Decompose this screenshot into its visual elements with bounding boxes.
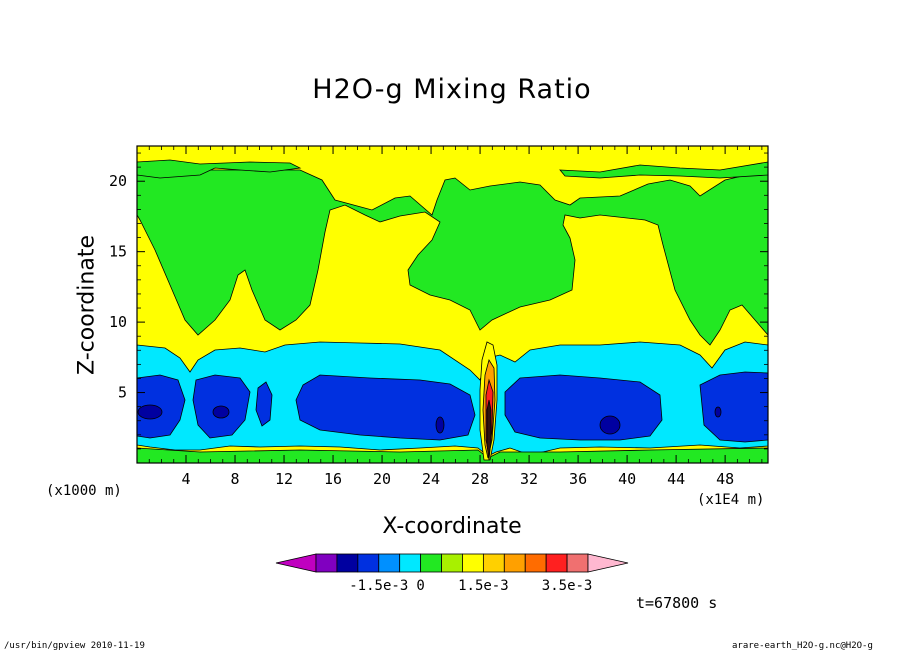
field-green-top-right [559,161,768,179]
chart-title: H2O-g Mixing Ratio [312,74,592,105]
field-plume-core [486,399,492,461]
field-green-bottom [137,447,768,463]
colorbar-swatch [357,553,380,573]
field-green [137,161,768,346]
footer-left-text: /usr/bin/gpview 2010-11-19 [4,641,145,651]
y-tick-label: 15 [109,243,127,261]
x-tick-label: 16 [324,470,342,488]
footer-right-text: arare-earth_H2O-g.nc@H2O-g [732,641,873,651]
x-unit-left-label: (x1000 m) [46,483,122,499]
field-blue-mid [295,374,476,441]
x-unit-right-label: (x1E4 m) [697,492,765,508]
colorbar: -1.5e-3 0 1.5e-3 3.5e-3 [275,553,629,594]
x-tick-label: 28 [471,470,489,488]
field-blue-small [255,381,273,427]
colorbar-swatch [441,553,463,573]
colorbar-swatch [378,553,401,573]
x-tick-label: 36 [569,470,587,488]
plot-frame [136,145,769,464]
colorbar-swatch [420,553,442,573]
colorbar-swatch [315,553,338,573]
colorbar-label: 1.5e-3 [458,578,509,594]
x-tick-label: 40 [618,470,636,488]
field-darkblue-4 [599,415,621,435]
field-darkblue-2 [212,405,230,419]
y-tick-label: 20 [109,172,127,190]
field-blue-left [137,374,186,439]
colorbar-swatch [545,553,568,573]
field-green-top-left [137,159,302,179]
colorbar-label: -1.5e-3 [349,578,408,594]
field-darkblue-1 [137,404,163,420]
field-blue-far-right [699,371,768,443]
colorbar-swatch [336,553,359,573]
time-label: t=67800 s [636,594,718,612]
colorbar-swatch [462,553,484,573]
colorbar-swatch [524,553,547,573]
y-tick-label: 5 [118,384,127,402]
colorbar-swatch [399,553,422,573]
x-tick-label: 12 [275,470,293,488]
x-tick-label: 32 [520,470,538,488]
colorbar-label: 3.5e-3 [542,578,593,594]
colorbar-swatch [503,553,526,573]
x-tick-label: 48 [716,470,734,488]
field-blue-right [504,374,663,441]
colorbar-swatch [566,553,589,573]
x-tick-label: 44 [667,470,685,488]
field-darkblue-3 [435,416,445,434]
colorbar-low-triangle [275,553,317,573]
x-tick-label: 24 [422,470,440,488]
x-tick-label: 4 [181,470,190,488]
contour-field [137,146,768,463]
colorbar-label: 0 [416,578,424,594]
field-darkblue-5 [714,406,722,418]
colorbar-swatch [482,553,505,573]
y-tick-label: 10 [109,313,127,331]
colorbar-high-triangle [587,553,629,573]
x-axis-label: X-coordinate [382,514,522,539]
y-axis-label: Z-coordinate [74,235,100,375]
x-tick-label: 8 [231,470,240,488]
x-tick-label: 20 [373,470,391,488]
